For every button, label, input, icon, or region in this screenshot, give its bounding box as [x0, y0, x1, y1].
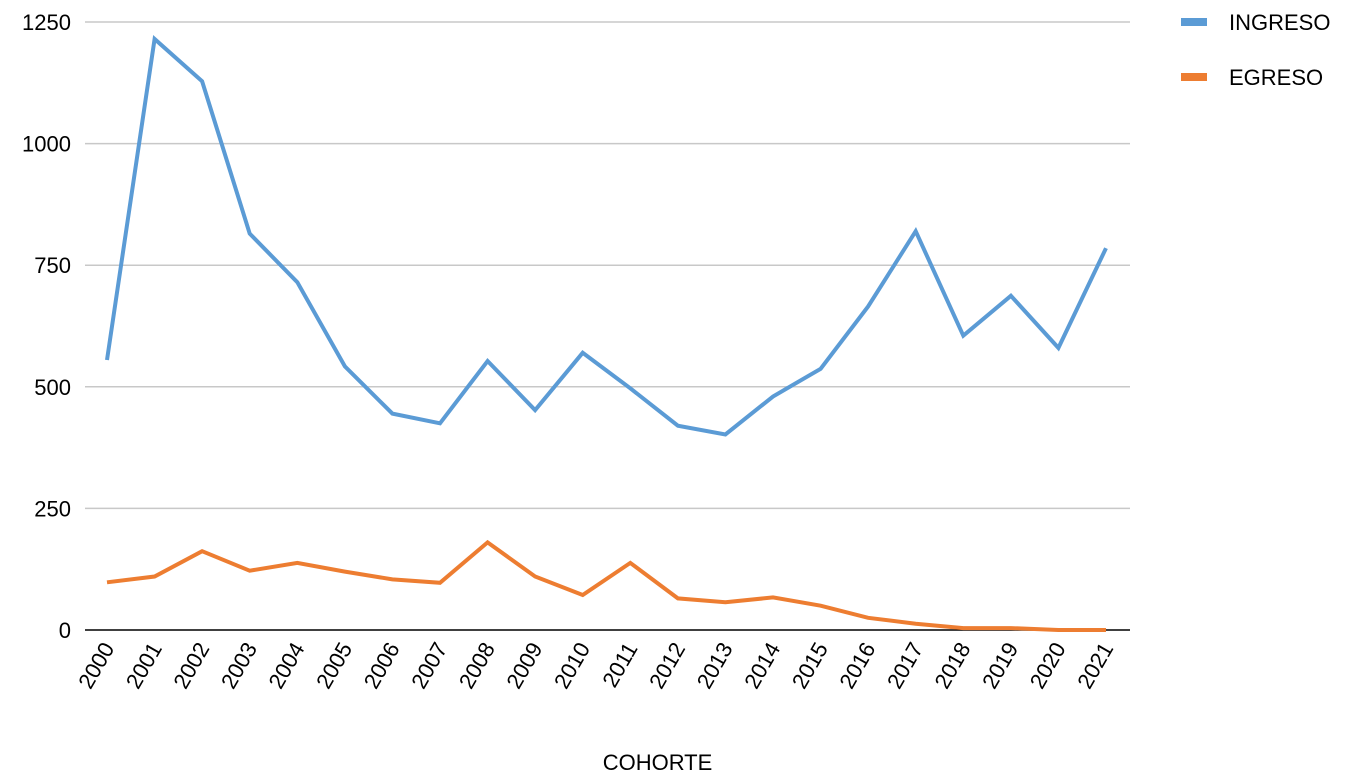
legend-label-egreso: EGRESO — [1229, 65, 1323, 90]
x-tick-label: 2003 — [216, 638, 262, 693]
x-tick-label: 2005 — [311, 638, 357, 693]
x-tick-label: 2000 — [73, 638, 119, 693]
x-tick-label: 2011 — [597, 638, 642, 691]
gridlines — [85, 21, 1130, 510]
x-tick-label: 2002 — [168, 638, 214, 693]
legend-swatch-egreso — [1181, 73, 1207, 81]
series-line-egreso — [106, 539, 1106, 632]
x-tick-label: 2017 — [882, 638, 928, 693]
x-tick-label: 2015 — [787, 638, 833, 693]
x-tick-label: 2013 — [692, 638, 738, 693]
x-tick-label: 2007 — [406, 638, 452, 693]
x-tick-label: 2019 — [977, 638, 1023, 693]
x-tick-label: 2001 — [121, 638, 167, 693]
x-tick-label: 2012 — [644, 638, 690, 693]
legend-swatch-ingreso — [1181, 18, 1207, 26]
x-tick-label: 2020 — [1025, 638, 1071, 693]
x-axis-title: COHORTE — [603, 750, 713, 775]
y-axis-ticks: 0 250 500 750 1000 1250 — [22, 10, 71, 643]
y-tick-label: 500 — [34, 375, 71, 400]
x-tick-label: 2004 — [263, 638, 309, 693]
x-tick-label: 2016 — [834, 638, 880, 693]
y-tick-label: 1000 — [22, 132, 71, 157]
x-tick-label: 2014 — [739, 638, 785, 693]
x-tick-label: 2010 — [549, 638, 595, 693]
x-tick-label: 2008 — [454, 638, 500, 693]
y-tick-label: 1250 — [22, 10, 71, 35]
series-group — [105, 35, 1108, 632]
y-tick-label: 750 — [34, 253, 71, 278]
x-tick-label: 2006 — [359, 638, 405, 693]
legend-label-ingreso: INGRESO — [1229, 10, 1330, 35]
x-axis-ticks: 2000 2001 2002 2003 2004 2005 2006 2007 2008 2009… — [73, 638, 1118, 693]
y-tick-label: 250 — [34, 496, 71, 521]
y-tick-label: 0 — [59, 618, 71, 643]
x-tick-label: 2018 — [929, 638, 975, 693]
series-line-ingreso — [105, 35, 1108, 437]
legend: INGRESO EGRESO — [1181, 10, 1330, 90]
x-tick-label: 2009 — [501, 638, 547, 693]
x-tick-label: 2021 — [1072, 638, 1118, 693]
